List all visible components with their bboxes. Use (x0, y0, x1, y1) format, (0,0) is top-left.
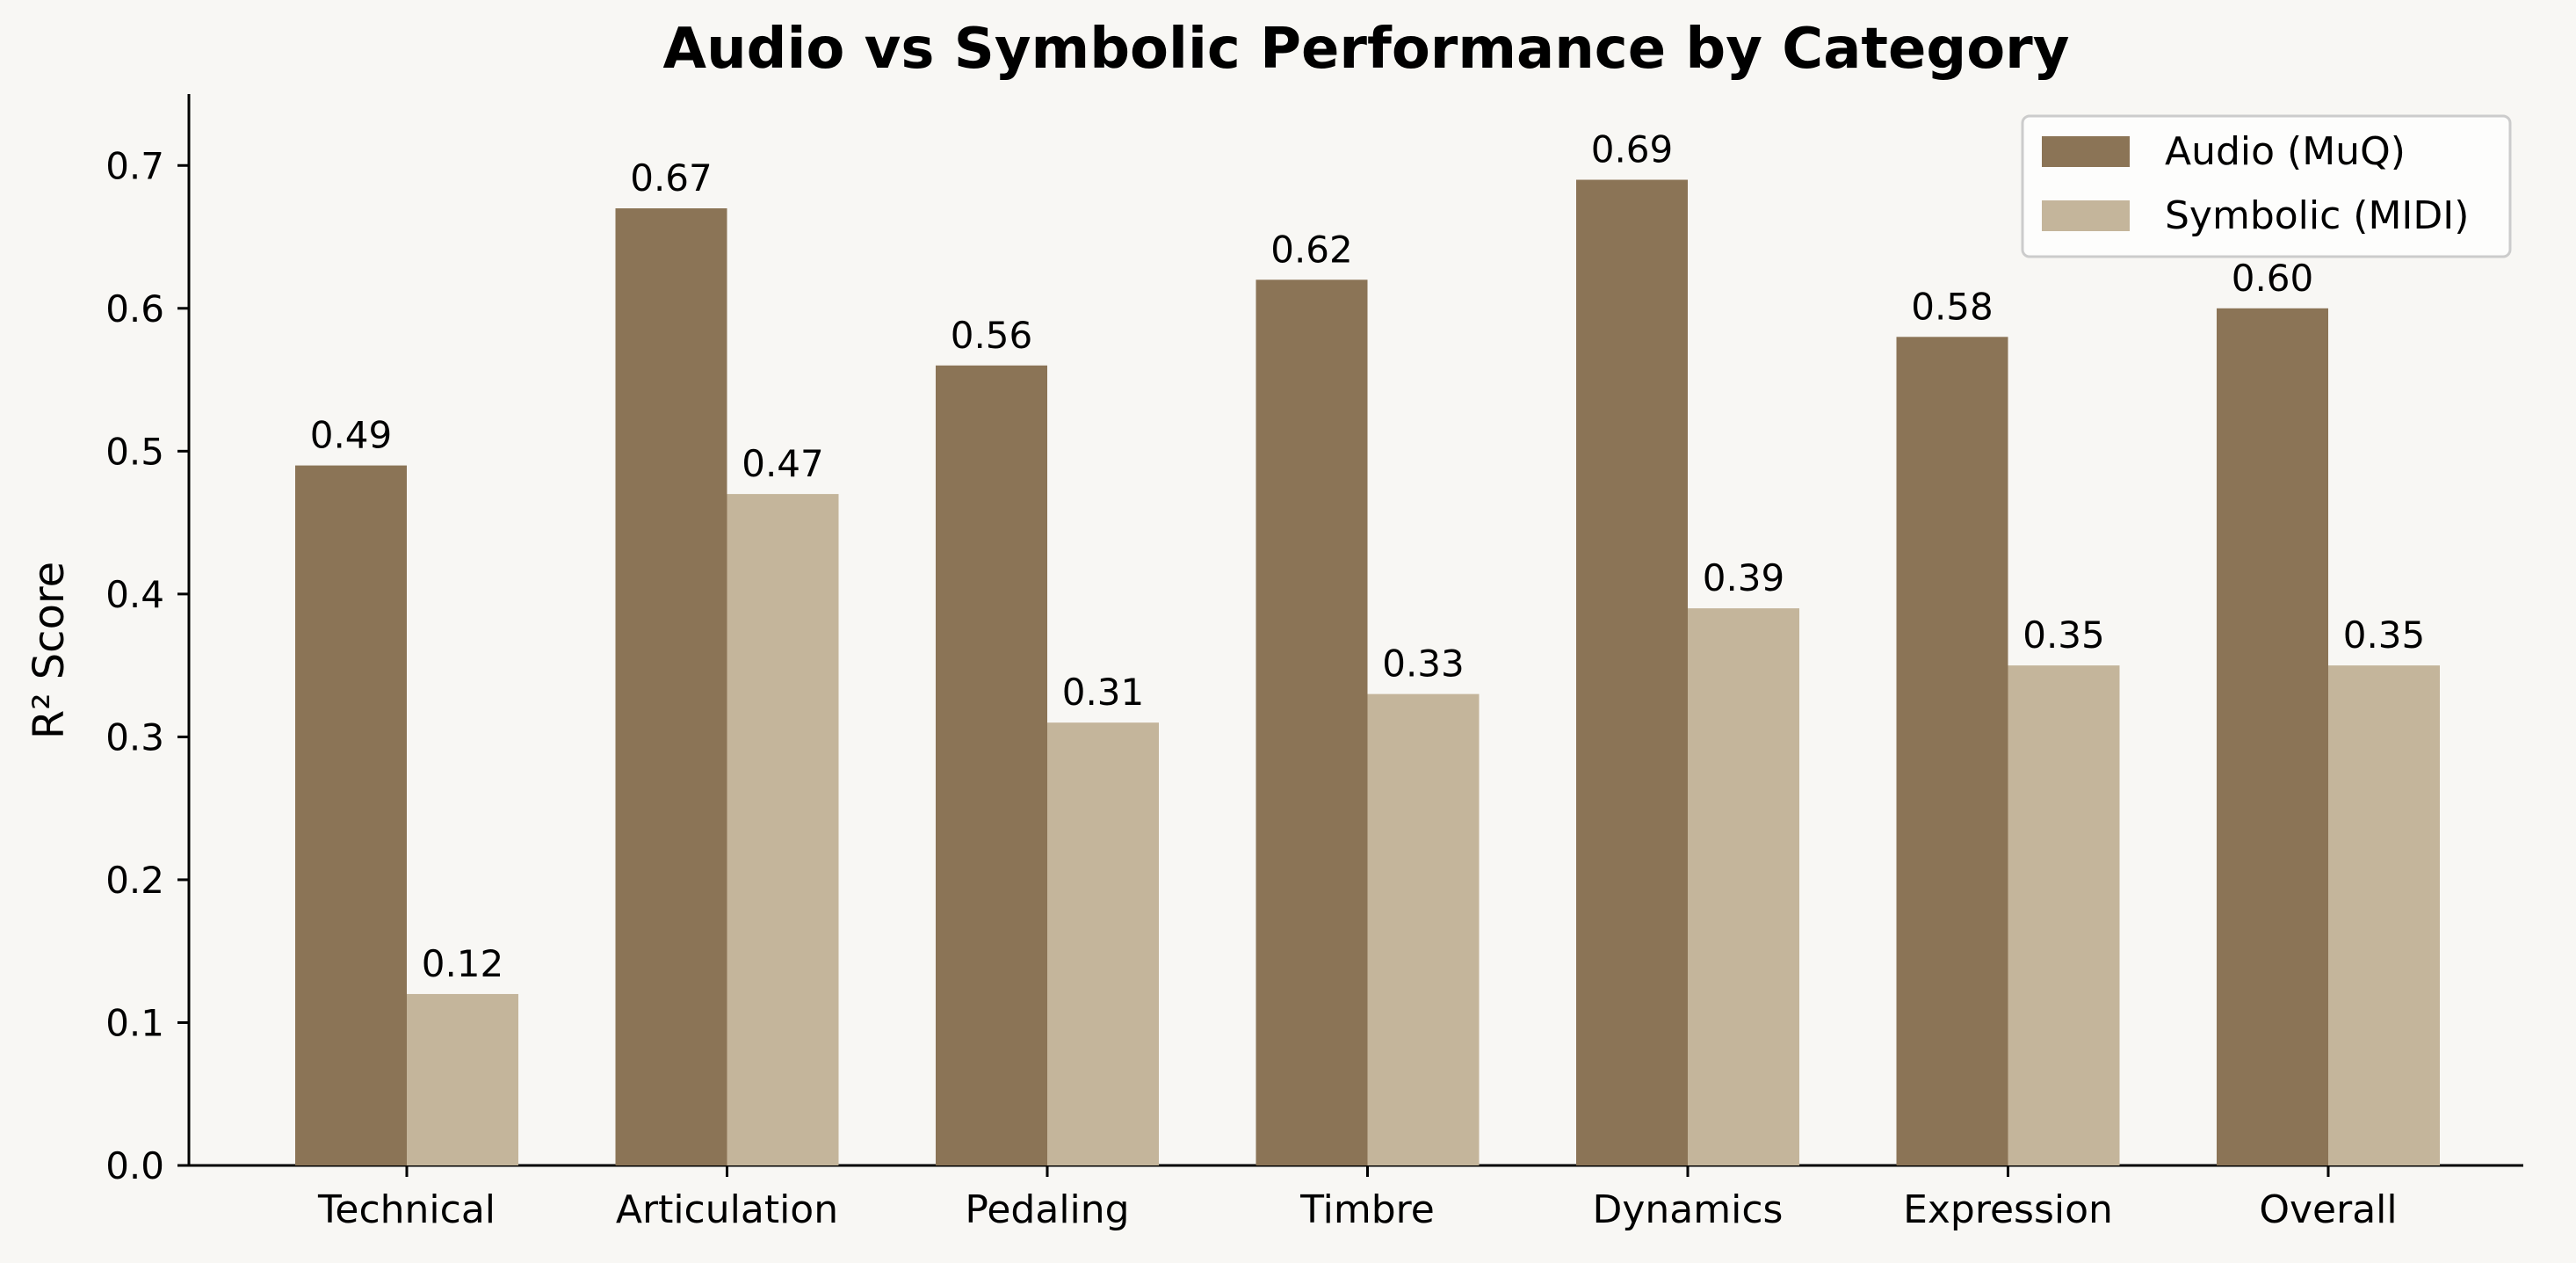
audio-value-label-pedaling: 0.56 (951, 314, 1033, 357)
symbolic-bar-overall (2328, 665, 2440, 1165)
audio-value-label-overall: 0.60 (2232, 257, 2314, 300)
y-tick-label: 0.1 (105, 1001, 164, 1044)
symbolic-value-label-dynamics: 0.39 (1703, 556, 1785, 599)
symbolic-value-label-overall: 0.35 (2343, 613, 2426, 657)
symbolic-value-label-pedaling: 0.31 (1062, 671, 1145, 714)
audio-value-label-articulation: 0.67 (630, 156, 713, 200)
audio-value-label-expression: 0.58 (1911, 285, 1994, 328)
legend-label-symbolic: Symbolic (MIDI) (2165, 193, 2469, 238)
legend: Audio (MuQ) Symbolic (MIDI) (2021, 114, 2512, 258)
x-tick-label-pedaling: Pedaling (965, 1187, 1129, 1232)
audio-bar-expression (1896, 337, 2008, 1166)
x-tick-label-articulation: Articulation (616, 1187, 838, 1232)
plot-area: 0.0 0.1 0.2 0.3 0.4 0.5 0.6 0.7 0.49 0.12 Technica… (105, 94, 2523, 1232)
audio-bar-technical (295, 465, 407, 1165)
y-tick-label: 0.5 (105, 430, 164, 473)
legend-box (2021, 114, 2512, 258)
y-tick-label: 0.0 (105, 1144, 164, 1187)
x-tick-label-expression: Expression (1903, 1187, 2113, 1232)
x-tick-label-overall: Overall (2259, 1187, 2397, 1232)
symbolic-bar-technical (407, 993, 518, 1165)
audio-bar-articulation (615, 208, 727, 1166)
symbolic-bar-dynamics (1688, 608, 1799, 1165)
audio-value-label-technical: 0.49 (310, 414, 393, 457)
y-axis-label: R² Score (25, 562, 74, 739)
x-tick-label-dynamics: Dynamics (1593, 1187, 1784, 1232)
y-tick-label: 0.3 (105, 715, 164, 759)
audio-value-label-timbre: 0.62 (1270, 228, 1353, 271)
audio-value-label-dynamics: 0.69 (1591, 128, 1674, 171)
audio-bar-pedaling (936, 365, 1047, 1165)
audio-bar-overall (2217, 308, 2328, 1165)
symbolic-bar-timbre (1367, 693, 1480, 1165)
audio-bar-dynamics (1576, 179, 1688, 1165)
legend-swatch-audio (2042, 136, 2130, 167)
symbolic-bar-articulation (727, 494, 839, 1165)
legend-swatch-symbolic (2042, 200, 2130, 231)
y-tick-label: 0.2 (105, 859, 164, 902)
symbolic-value-label-articulation: 0.47 (742, 442, 824, 485)
symbolic-value-label-timbre: 0.33 (1382, 642, 1465, 686)
symbolic-bar-pedaling (1047, 722, 1159, 1165)
y-tick-label: 0.6 (105, 287, 164, 330)
chart-title: Audio vs Symbolic Performance by Categor… (663, 17, 2070, 82)
legend-label-audio: Audio (MuQ) (2165, 129, 2406, 174)
symbolic-value-label-expression: 0.35 (2022, 613, 2105, 657)
y-tick-label: 0.7 (105, 144, 164, 187)
audio-bar-timbre (1255, 279, 1368, 1165)
symbolic-value-label-technical: 0.12 (422, 942, 504, 985)
symbolic-bar-expression (2008, 665, 2120, 1165)
y-tick-label: 0.4 (105, 573, 164, 616)
x-tick-label-timbre: Timbre (1299, 1187, 1435, 1232)
x-tick-label-technical: Technical (317, 1187, 496, 1232)
